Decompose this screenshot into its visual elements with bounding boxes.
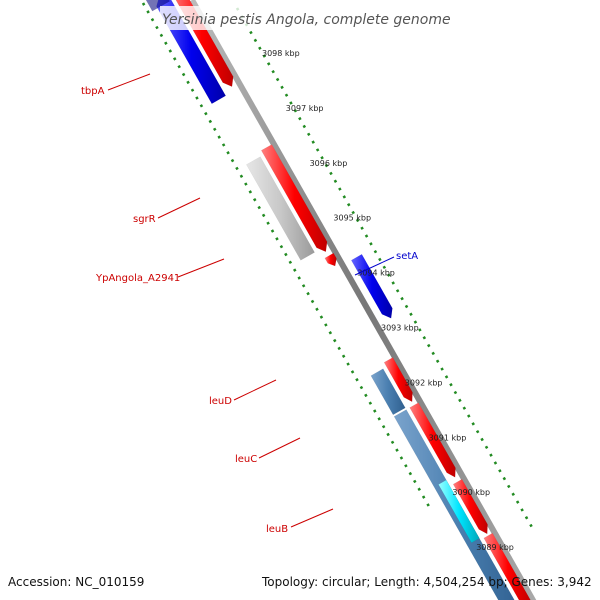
dots-left-line xyxy=(141,2,431,508)
dotted-guide-lines xyxy=(141,2,535,531)
connector-leud xyxy=(233,379,277,401)
gene-label-seta: setA xyxy=(396,251,418,262)
map-title: Yersinia pestis Angola, complete genome xyxy=(162,12,451,28)
gene-label-tbpa: tbpA xyxy=(81,86,105,97)
gene-labels: tbpA sgrR YpAngola_A2941 setA leuD leuC leuB xyxy=(81,73,418,535)
connector-leub xyxy=(290,508,334,528)
tick-label: 3090 kbp xyxy=(452,488,490,497)
tick-label: 3092 kbp xyxy=(405,378,443,387)
connector-ypangola-a2941 xyxy=(177,258,225,278)
tick-label: 3098 kbp xyxy=(262,49,300,58)
tick-label: 3095 kbp xyxy=(333,214,371,223)
tick-label: 3089 kbp xyxy=(476,543,514,552)
tick-label: 3093 kbp xyxy=(381,324,419,333)
backbone-ring xyxy=(189,0,537,600)
connector-seta xyxy=(354,256,395,276)
gene-label-ypangola-a2941: YpAngola_A2941 xyxy=(95,273,180,284)
gene-label-leuc: leuC xyxy=(235,454,257,465)
red-feature-leuB xyxy=(452,478,488,535)
red-feature-leuD xyxy=(383,357,413,403)
gene-label-leub: leuB xyxy=(266,524,288,535)
dots-right-line xyxy=(235,7,535,531)
kbp-tick-labels: 3098 kbp 3097 kbp 3096 kbp 3095 kbp 3094 kbp… xyxy=(262,49,514,552)
backbone-line xyxy=(189,0,537,600)
tick-label: 3097 kbp xyxy=(286,104,324,113)
feature-near-sgrR xyxy=(260,144,328,253)
gene-label-leud: leuD xyxy=(209,396,232,407)
connector-tbpa xyxy=(107,73,151,91)
title-backdrop xyxy=(160,6,450,30)
connector-sgrr xyxy=(157,197,201,219)
leuD-gene-feature xyxy=(370,368,406,416)
feature-track xyxy=(145,0,531,600)
red-feature-bottom xyxy=(483,532,531,600)
small-red-feature xyxy=(324,252,337,267)
tick-label: 3096 kbp xyxy=(310,159,348,168)
gene-label-sgrr: sgrR xyxy=(133,214,156,225)
red-feature-leuC xyxy=(409,402,456,478)
accession-text: Accession: NC_010159 xyxy=(8,575,144,589)
sgrR-gene-feature xyxy=(246,156,315,261)
setA-gene-feature xyxy=(350,253,393,319)
tick-label: 3094 kbp xyxy=(357,269,395,278)
cyan-feature xyxy=(438,479,480,544)
connector-leuc xyxy=(258,437,301,459)
top-overlap-feature xyxy=(145,0,171,12)
tick-label: 3091 kbp xyxy=(429,433,467,442)
genome-summary-text: Topology: circular; Length: 4,504,254 bp… xyxy=(261,575,592,589)
